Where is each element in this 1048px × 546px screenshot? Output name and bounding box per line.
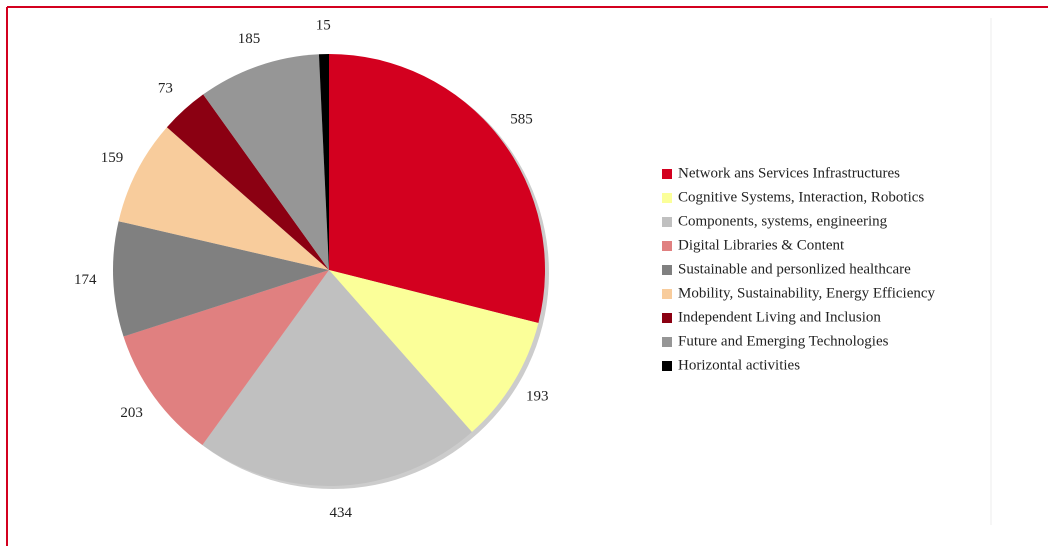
- legend-label: Sustainable and personlized healthcare: [678, 261, 911, 277]
- data-label: 585: [510, 112, 533, 128]
- data-label: 15: [316, 18, 331, 34]
- legend-label: Network ans Services Infrastructures: [678, 165, 900, 181]
- data-label: 193: [526, 389, 549, 405]
- data-label: 434: [330, 505, 353, 521]
- legend-swatch: [662, 193, 672, 203]
- legend-swatch: [662, 169, 672, 179]
- data-label: 73: [158, 80, 173, 96]
- pie-slice: [166, 94, 329, 270]
- legend-swatch: [662, 241, 672, 251]
- pie-slice: [318, 54, 329, 270]
- data-label: 185: [238, 31, 261, 47]
- legend-label: Cognitive Systems, Interaction, Robotics: [678, 189, 924, 205]
- legend-swatch: [662, 289, 672, 299]
- legend-label: Horizontal activities: [678, 357, 800, 373]
- legend-swatch: [662, 313, 672, 323]
- data-label: 159: [101, 150, 124, 166]
- pie-slice: [118, 127, 329, 270]
- data-label: 203: [120, 405, 143, 421]
- legend-label: Independent Living and Inclusion: [678, 309, 881, 325]
- pie-slice: [329, 270, 539, 432]
- pie-slice: [123, 270, 329, 445]
- legend-label: Mobility, Sustainability, Energy Efficie…: [678, 285, 936, 301]
- pie-slice: [203, 54, 329, 270]
- legend-swatch: [662, 265, 672, 275]
- legend-label: Future and Emerging Technologies: [678, 333, 889, 349]
- legend-label: Digital Libraries & Content: [678, 237, 845, 253]
- legend-swatch: [662, 217, 672, 227]
- legend-swatch: [662, 361, 672, 371]
- data-label: 174: [74, 272, 97, 288]
- pie-slice: [112, 221, 329, 337]
- pie-slice: [202, 270, 472, 486]
- legend-swatch: [662, 337, 672, 347]
- pie-slice: [329, 54, 545, 324]
- legend-label: Components, systems, engineering: [678, 213, 888, 229]
